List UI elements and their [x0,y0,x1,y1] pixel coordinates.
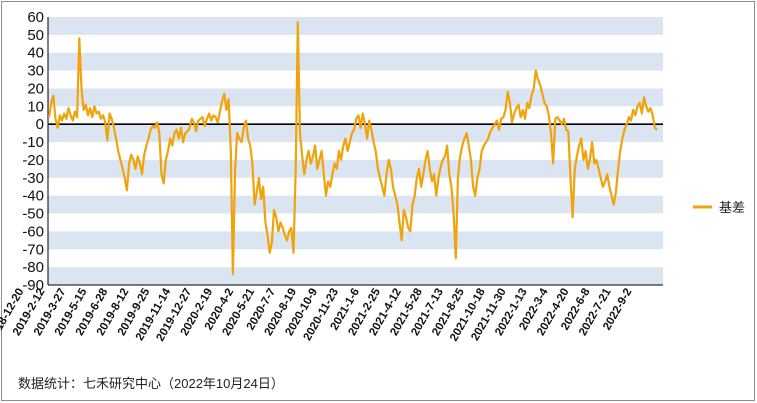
legend: 基差 [693,200,745,215]
grid-band [48,88,663,107]
y-tick-label: 40 [27,45,44,62]
y-tick-label: -30 [22,170,44,187]
plot-background-bands [48,17,663,285]
legend-label: 基差 [719,200,745,215]
y-tick-label: -80 [22,259,44,276]
grid-band [48,231,663,250]
source-note: 数据统计：七禾研究中心（2022年10月24日） [18,376,284,391]
y-tick-label: -50 [22,206,44,223]
y-tick-label: 30 [27,63,44,80]
grid-band [48,267,663,285]
y-tick-label: 0 [36,116,44,133]
y-tick-label: 20 [27,80,44,97]
y-tick-label: -90 [22,277,44,294]
grid-band [48,124,663,143]
y-tick-label: -20 [22,152,44,169]
y-tick-label: -10 [22,134,44,151]
grid-band [48,17,663,35]
grid-band [48,195,663,214]
y-tick-label: -70 [22,241,44,258]
y-tick-label: -40 [22,188,44,205]
x-axis: 2018-12-202019-2-122019-3-272019-5-15201… [0,284,663,343]
grid-band [48,52,663,71]
y-tick-label: 60 [27,9,44,26]
grid-band [48,159,663,178]
y-tick-label: 50 [27,27,44,44]
series-line [47,21,658,276]
y-tick-label: 10 [27,98,44,115]
series-basis [47,21,658,276]
y-tick-label: -60 [22,223,44,240]
